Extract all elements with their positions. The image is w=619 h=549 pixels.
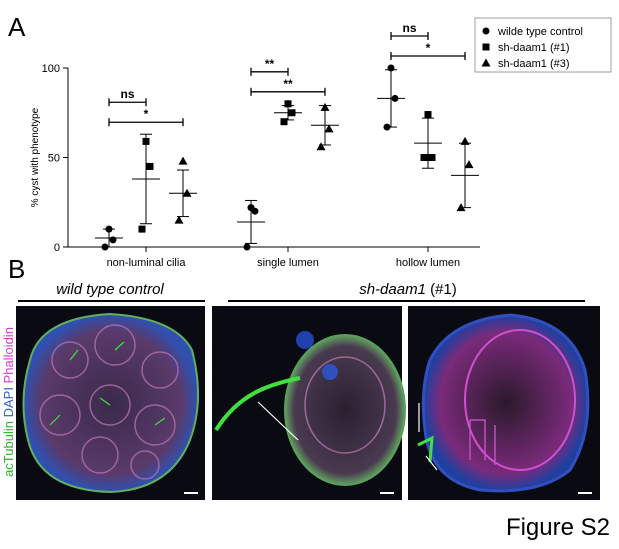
point — [178, 156, 188, 165]
point — [243, 243, 251, 251]
sig-label: ** — [283, 77, 293, 91]
stain-label: Phalloidin — [1, 327, 16, 383]
point — [316, 142, 326, 151]
group-label: wild type control — [56, 281, 164, 298]
point — [428, 154, 436, 161]
stain-labels: acTubulin DAPI Phalloidin — [1, 327, 16, 477]
micrograph — [16, 306, 205, 500]
sig-label: * — [144, 107, 149, 121]
panel-label: B — [8, 254, 25, 284]
y-tick-label: 100 — [42, 63, 60, 75]
point — [109, 236, 117, 244]
point — [324, 124, 334, 133]
legend-label: sh-daam1 (#3) — [498, 58, 570, 70]
legend-label: sh-daam1 (#1) — [498, 42, 570, 54]
point — [482, 27, 490, 35]
point — [280, 118, 288, 126]
group-suffix: (#1) — [426, 281, 457, 298]
legend-label: wilde type control — [497, 26, 583, 38]
micrograph — [408, 306, 600, 500]
stain-label: acTubulin — [1, 421, 16, 477]
panel-label: A — [8, 12, 26, 42]
sig-label: * — [426, 41, 431, 55]
x-tick-label: single lumen — [257, 257, 319, 269]
x-tick-label: non-luminal cilia — [107, 257, 187, 269]
x-tick-label: hollow lumen — [396, 257, 460, 269]
point — [146, 162, 154, 170]
legend: wilde type control sh-daam1 (#1) sh-daam1 … — [481, 26, 583, 70]
point — [174, 215, 184, 224]
y-tick-label: 0 — [54, 242, 60, 254]
legend-box — [474, 17, 612, 73]
point — [424, 111, 432, 119]
sig-label: ** — [265, 57, 275, 71]
micrograph — [212, 306, 406, 500]
stain-label: DAPI — [1, 387, 16, 417]
point — [251, 207, 259, 215]
chart: 0 50 100 % cyst with phenotype non-luminal c… — [30, 21, 480, 269]
group-name: sh-daam1 — [359, 281, 426, 298]
sig-label: ns — [402, 21, 416, 35]
y-axis-label: % cyst with phenotype — [30, 107, 41, 207]
sig-label: ns — [120, 87, 134, 101]
point — [482, 43, 490, 51]
point — [464, 160, 474, 169]
point — [284, 100, 292, 108]
point — [420, 154, 428, 161]
point — [138, 225, 146, 233]
figure-label: Figure S2 — [506, 514, 610, 541]
y-tick-label: 50 — [48, 153, 60, 165]
group-label: sh-daam1 (#1) — [359, 281, 457, 298]
point — [481, 58, 491, 67]
